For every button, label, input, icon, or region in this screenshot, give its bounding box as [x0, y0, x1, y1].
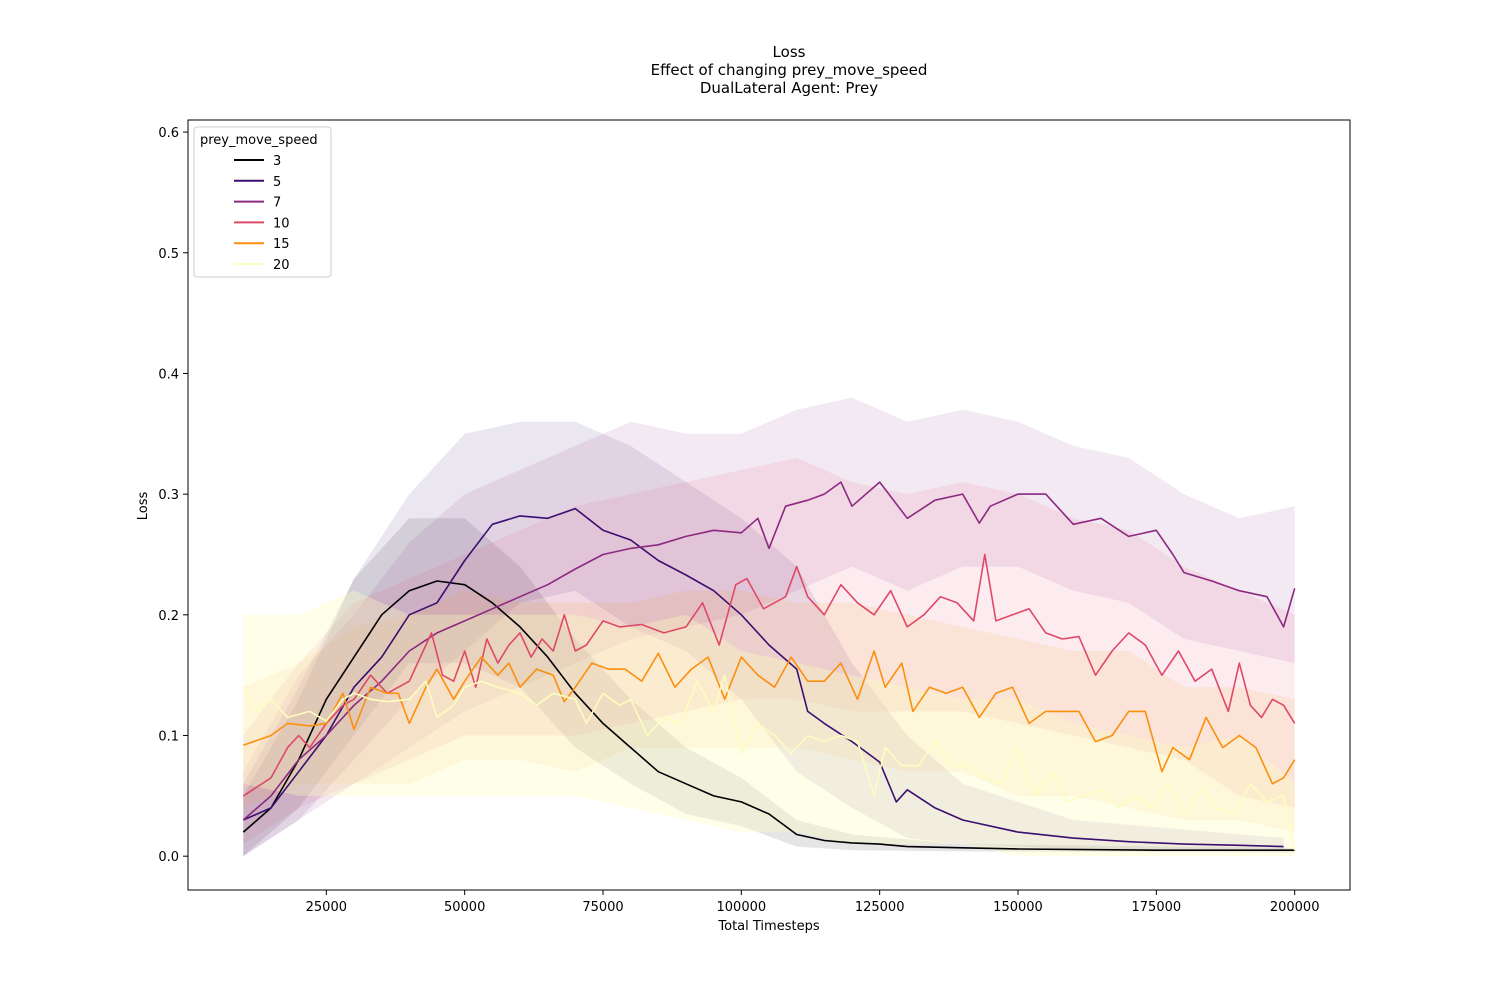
legend-label-3: 3	[273, 154, 281, 169]
y-axis: 0.0 0.1 0.2 0.3 0.4 0.5 0.6	[158, 126, 188, 865]
plot-area	[242, 397, 1296, 857]
y-axis-label: Loss	[136, 492, 151, 521]
legend: prey_move_speed 3 5 7 10 15 20	[193, 126, 332, 278]
y-tick-label: 0.2	[158, 609, 179, 624]
legend-entries: 3 5 7 10 15 20	[234, 154, 290, 273]
series-line-7	[242, 481, 1296, 821]
x-axis-label: Total Timesteps	[717, 919, 819, 934]
y-tick-label: 0.4	[158, 367, 179, 382]
y-tick-label: 0.0	[158, 850, 179, 865]
confidence-band-7	[243, 397, 1295, 857]
y-tick-label: 0.3	[158, 488, 179, 503]
x-tick-label: 100000	[717, 900, 767, 915]
x-tick-label: 150000	[993, 900, 1043, 915]
x-tick-label: 125000	[855, 900, 905, 915]
series-line-20	[242, 674, 1296, 851]
legend-label-10: 10	[273, 216, 290, 231]
x-axis: 25000 50000 75000 100000 125000 150000 175000 2…	[306, 890, 1320, 915]
series-line-5	[242, 507, 1284, 848]
series-line-3	[242, 580, 1295, 852]
series-line-15	[243, 650, 1296, 785]
legend-title: prey_move_speed	[200, 133, 318, 148]
x-tick-label: 25000	[306, 900, 347, 915]
x-tick-label: 175000	[1132, 900, 1182, 915]
legend-label-15: 15	[273, 237, 290, 252]
y-tick-label: 0.1	[158, 730, 179, 745]
y-tick-label: 0.6	[158, 126, 179, 141]
x-tick-label: 75000	[582, 900, 623, 915]
x-tick-label: 200000	[1270, 900, 1320, 915]
chart-title-line-1: Loss	[773, 43, 806, 61]
series-line-10	[242, 553, 1296, 797]
legend-label-5: 5	[273, 175, 281, 190]
legend-label-7: 7	[273, 196, 281, 211]
x-tick-label: 50000	[444, 900, 485, 915]
y-tick-label: 0.5	[158, 247, 179, 262]
chart-title-line-2: Effect of changing prey_move_speed	[651, 61, 928, 80]
plot-frame	[187, 119, 1351, 891]
legend-label-20: 20	[273, 258, 290, 273]
chart-title-line-3: DualLateral Agent: Prey	[700, 79, 878, 97]
confidence-band-10	[243, 457, 1295, 845]
